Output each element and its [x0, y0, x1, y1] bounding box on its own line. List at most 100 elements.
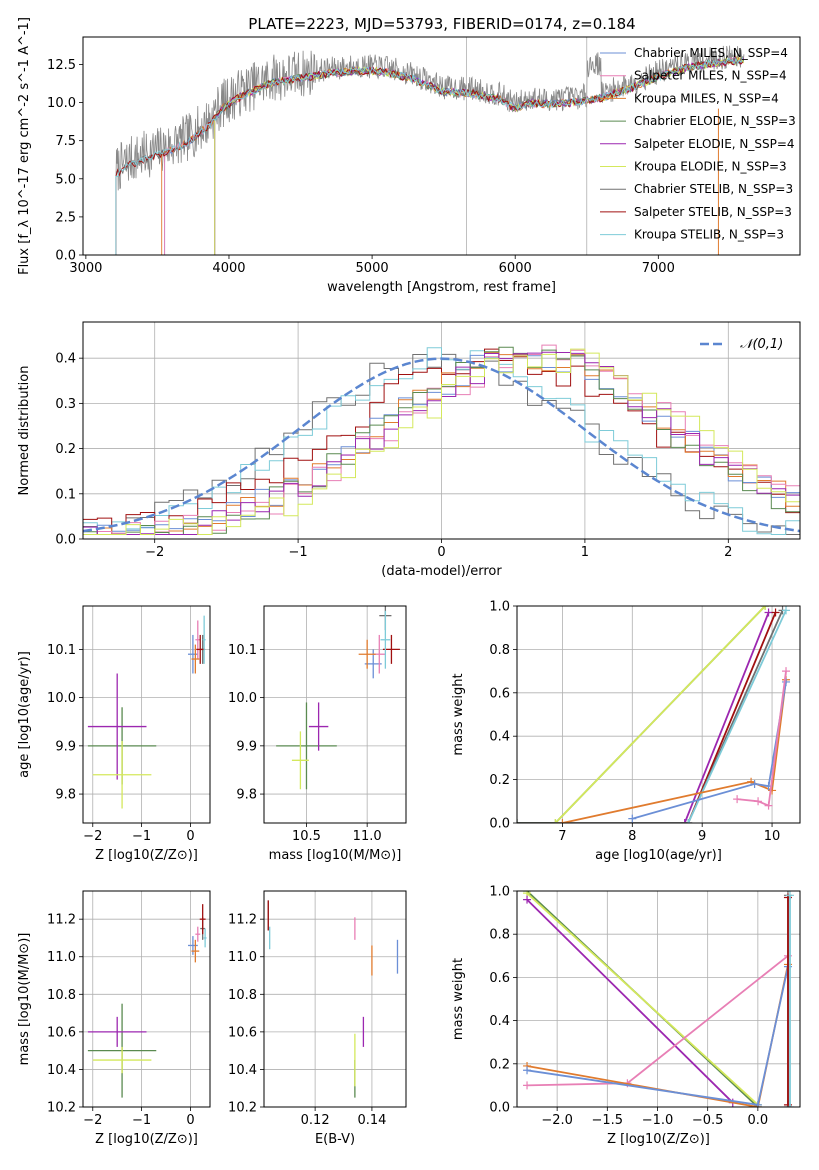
y-tick-label: 0.2: [489, 1057, 510, 1072]
x-tick-label: −2: [83, 1113, 102, 1128]
x-tick-label: 2: [724, 545, 732, 560]
y-tick-label: 10.1: [228, 643, 257, 658]
legend-label: 𝒩(0,1): [740, 337, 783, 352]
weight-line: [683, 612, 770, 823]
weight-marker: [771, 608, 780, 617]
legend-label: Salpeter MILES, N_SSP=4: [634, 69, 787, 83]
y-tick-label: 9.8: [236, 788, 257, 803]
x-tick-label: 10.5: [292, 829, 321, 844]
axes-frame: [82, 890, 211, 1108]
chart-weight_vs_Z: −2.0 −1.5 −1.0 −0.5 0.0 0.0 0.2 0.4 0.6 0.8 1.0 Z […: [451, 885, 801, 1147]
model-spectrum-line: [115, 55, 744, 255]
x-tick-label: 7000: [642, 261, 675, 276]
weight-marker: [733, 795, 742, 804]
y-tick-label: 10.2: [228, 1101, 257, 1116]
legend-label: Salpeter ELODIE, N_SSP=4: [634, 137, 795, 151]
y-tick-label: 10.6: [47, 1025, 76, 1040]
y-tick-label: 0.8: [489, 928, 510, 943]
y-tick-label: 10.8: [228, 988, 257, 1003]
plot-area-mass_vs_Z: [87, 904, 207, 1098]
y-tick-label: 1.0: [489, 600, 510, 615]
x-tick-label: −2: [145, 545, 164, 560]
legend-label: Kroupa STELIB, N_SSP=3: [634, 228, 784, 242]
x-tick-label: −2.0: [541, 1113, 573, 1128]
chart-age_vs_mass: 10.5 11.0 9.8 9.9 10.0 10.1 mass [log10(M/M⊙)]: [228, 605, 407, 863]
weight-line: [517, 609, 784, 823]
x-tick-label: −1: [132, 829, 151, 844]
chart-spectrum: 3000 4000 5000 6000 7000 0.0 2.5 5.0 7.5 10.0 12.5…: [17, 17, 801, 295]
y-tick-label: 0.2: [489, 773, 510, 788]
y-tick-label: 10.0: [228, 691, 257, 706]
weight-line: [526, 898, 734, 1104]
y-tick-label: 10.2: [47, 1101, 76, 1116]
weight-marker: [764, 608, 773, 617]
x-tick-label: 0: [437, 545, 445, 560]
y-tick-label: 11.2: [47, 913, 76, 928]
y-tick-label: 11.0: [228, 950, 257, 965]
y-tick-label: 10.1: [47, 643, 76, 658]
y-tick-label: 11.2: [228, 913, 257, 928]
model-spectrum-line: [164, 58, 744, 255]
weight-line: [737, 670, 787, 807]
weight-line: [562, 679, 787, 823]
plot-area-mass_vs_ebv: [267, 900, 399, 1098]
y-tick-label: 0.6: [489, 971, 510, 986]
x-tick-label: −2: [83, 829, 102, 844]
weight-marker: [551, 819, 560, 823]
y-tick-label: 10.0: [47, 691, 76, 706]
y-tick-label: 10.0: [47, 96, 76, 111]
y-tick-label: 2.5: [55, 210, 76, 225]
weight-line: [526, 892, 759, 1106]
x-axis-label: E(B-V): [315, 1132, 355, 1147]
model-spectrum-line: [214, 55, 745, 255]
legend-label: Kroupa MILES, N_SSP=4: [634, 91, 779, 105]
y-tick-label: 10.4: [47, 1063, 76, 1078]
chart-age_vs_Z: −2 −1 0 9.8 9.9 10.0 10.1 Z [log10(Z/Z⊙)] age [l…: [17, 605, 211, 863]
x-tick-label: 8: [628, 829, 636, 844]
weight-marker: [761, 606, 770, 610]
y-tick-label: 0.4: [55, 352, 76, 367]
chart-weight_vs_age: 7 8 9 10 0.0 0.2 0.4 0.6 0.8 1.0 age [log10(age/yr…: [451, 600, 801, 863]
weight-marker: [764, 801, 773, 810]
weight-marker: [684, 819, 693, 823]
x-tick-label: 3000: [69, 261, 102, 276]
weight-marker: [782, 667, 791, 676]
weight-marker: [523, 1081, 532, 1090]
weight-line: [632, 681, 787, 820]
weight-marker: [628, 814, 637, 823]
x-tick-label: 5000: [356, 261, 389, 276]
y-tick-label: 5.0: [55, 172, 76, 187]
x-tick-label: 6000: [499, 261, 532, 276]
x-tick-label: 11.0: [353, 829, 382, 844]
axes-frame: [82, 605, 211, 824]
y-tick-label: 10.8: [47, 988, 76, 1003]
x-tick-label: −1: [132, 1113, 151, 1128]
gaussian-curve: [83, 357, 800, 533]
weight-marker: [558, 819, 567, 823]
plot-area-spectrum: [115, 37, 745, 255]
y-tick-label: 1.0: [489, 885, 510, 900]
weight-marker: [523, 895, 532, 904]
y-tick-label: 0.6: [489, 686, 510, 701]
x-tick-label: 1: [581, 545, 589, 560]
legend-label: Chabrier STELIB, N_SSP=3: [634, 182, 793, 196]
y-tick-label: 12.5: [47, 58, 76, 73]
y-tick-label: 0.1: [55, 487, 76, 502]
x-axis-label: mass [log10(M/M⊙)]: [269, 848, 402, 863]
y-axis-label: mass weight: [451, 958, 466, 1040]
legend-label: Kroupa ELODIE, N_SSP=3: [634, 160, 787, 174]
x-axis-label: Z [log10(Z/Z⊙)]: [607, 1132, 710, 1147]
axes-frame: [263, 890, 407, 1108]
x-axis-label: Z [log10(Z/Z⊙)]: [95, 1132, 198, 1147]
y-tick-label: 10.6: [228, 1025, 257, 1040]
chart-mass_vs_Z: −2 −1 0 10.2 10.4 10.6 10.8 11.0 11.2 Z [log10(Z/…: [17, 890, 211, 1147]
weight-marker: [782, 677, 791, 686]
plot-area-weight_vs_age: [517, 606, 791, 823]
x-tick-label: 0.14: [357, 1113, 386, 1128]
weight-marker: [754, 797, 763, 806]
legend: Chabrier MILES, N_SSP=4 Salpeter MILES, N…: [600, 46, 796, 242]
weight-line: [687, 612, 777, 823]
y-tick-label: 0.8: [489, 643, 510, 658]
weight-marker: [680, 819, 689, 823]
legend-label: Chabrier ELODIE, N_SSP=3: [634, 114, 796, 128]
